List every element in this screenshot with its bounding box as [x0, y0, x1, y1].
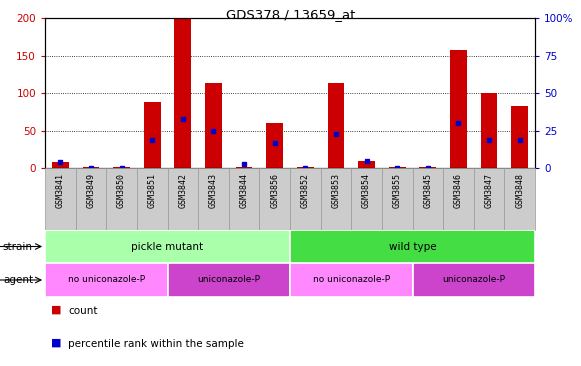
Bar: [113, 167, 130, 168]
Text: GSM3852: GSM3852: [301, 173, 310, 208]
Bar: [474, 168, 504, 230]
Bar: [352, 168, 382, 230]
Bar: [174, 18, 191, 168]
Bar: [389, 167, 406, 168]
Text: GSM3847: GSM3847: [485, 173, 494, 208]
Bar: [266, 123, 283, 168]
Text: GSM3856: GSM3856: [270, 173, 279, 208]
Text: GSM3853: GSM3853: [331, 173, 340, 208]
Bar: [45, 168, 76, 230]
Bar: [137, 168, 167, 230]
Text: GSM3846: GSM3846: [454, 173, 463, 208]
Text: uniconazole-P: uniconazole-P: [198, 276, 260, 284]
Bar: [229, 168, 259, 230]
Bar: [358, 161, 375, 168]
Text: uniconazole-P: uniconazole-P: [442, 276, 505, 284]
Text: GSM3849: GSM3849: [87, 173, 95, 208]
Bar: [511, 106, 528, 168]
Text: GSM3843: GSM3843: [209, 173, 218, 208]
Text: GSM3842: GSM3842: [178, 173, 187, 208]
Text: GSM3848: GSM3848: [515, 173, 524, 208]
Bar: [167, 263, 290, 297]
Bar: [144, 102, 160, 168]
Text: no uniconazole-P: no uniconazole-P: [313, 276, 390, 284]
Bar: [413, 168, 443, 230]
Text: strain: strain: [3, 242, 33, 251]
Bar: [290, 263, 413, 297]
Text: GSM3854: GSM3854: [362, 173, 371, 208]
Bar: [413, 263, 535, 297]
Text: GSM3845: GSM3845: [424, 173, 432, 208]
Text: ■: ■: [51, 304, 62, 314]
Text: pickle mutant: pickle mutant: [131, 242, 203, 251]
Text: ■: ■: [51, 337, 62, 347]
Bar: [106, 168, 137, 230]
Bar: [321, 168, 352, 230]
Bar: [328, 82, 345, 168]
Bar: [450, 50, 467, 168]
Bar: [480, 93, 497, 168]
Text: GSM3841: GSM3841: [56, 173, 65, 208]
Text: GDS378 / 13659_at: GDS378 / 13659_at: [226, 8, 355, 21]
Bar: [419, 167, 436, 168]
Bar: [297, 167, 314, 168]
Text: agent: agent: [3, 275, 33, 285]
Bar: [382, 168, 413, 230]
Text: percentile rank within the sample: percentile rank within the sample: [68, 339, 244, 349]
Text: wild type: wild type: [389, 242, 436, 251]
Bar: [290, 168, 321, 230]
Bar: [45, 230, 290, 263]
Text: GSM3850: GSM3850: [117, 173, 126, 208]
Bar: [443, 168, 474, 230]
Bar: [236, 167, 253, 168]
Text: GSM3851: GSM3851: [148, 173, 157, 208]
Bar: [167, 168, 198, 230]
Text: GSM3844: GSM3844: [239, 173, 249, 208]
Bar: [290, 230, 535, 263]
Bar: [504, 168, 535, 230]
Text: count: count: [68, 306, 98, 316]
Bar: [259, 168, 290, 230]
Bar: [45, 263, 167, 297]
Bar: [198, 168, 229, 230]
Text: GSM3855: GSM3855: [393, 173, 401, 208]
Bar: [52, 162, 69, 168]
Bar: [205, 83, 222, 168]
Text: no uniconazole-P: no uniconazole-P: [68, 276, 145, 284]
Bar: [76, 168, 106, 230]
Bar: [83, 167, 99, 168]
